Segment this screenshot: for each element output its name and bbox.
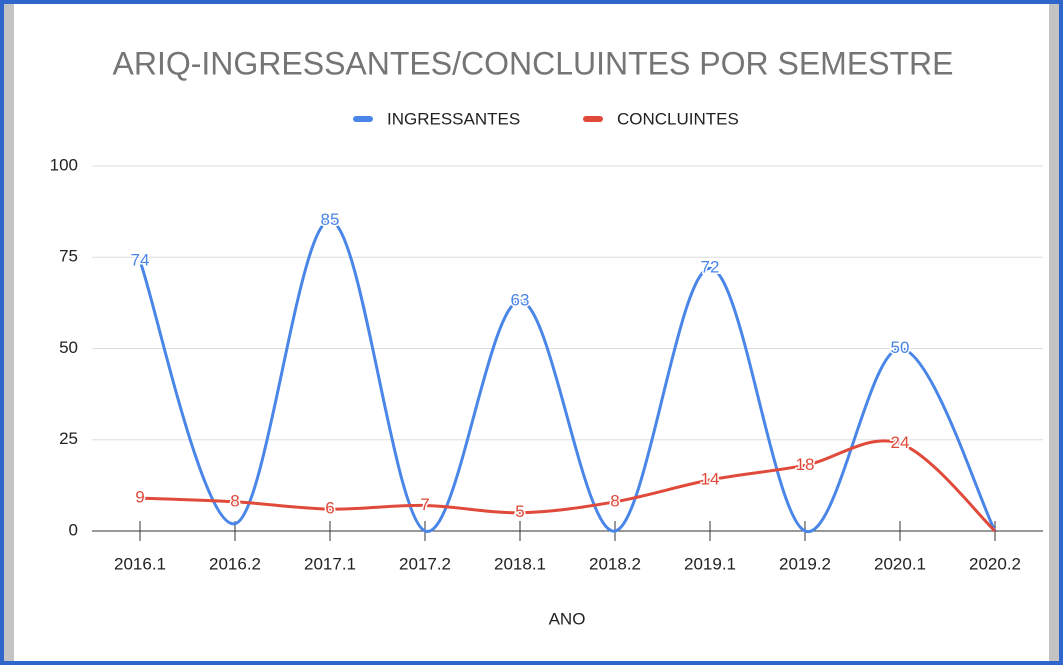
data-label: 5: [515, 502, 524, 521]
y-tick-label: 75: [59, 247, 78, 266]
legend-label: INGRESSANTES: [387, 109, 520, 128]
x-tick-label: 2016.1: [114, 554, 166, 573]
x-tick-label: 2017.2: [399, 554, 451, 573]
y-tick-label: 25: [59, 429, 78, 448]
legend-swatch: [583, 116, 603, 122]
data-label: 63: [511, 291, 530, 310]
x-tick-label: 2020.1: [874, 554, 926, 573]
series-line: [138, 219, 997, 533]
y-tick-label: 100: [50, 155, 78, 174]
data-label: 85: [321, 210, 340, 229]
y-tick-label: 50: [59, 338, 78, 357]
x-tick-label: 2018.2: [589, 554, 641, 573]
data-label: 6: [325, 499, 334, 518]
legend-label: CONCLUINTES: [617, 109, 739, 128]
x-tick-label: 2018.1: [494, 554, 546, 573]
data-label: 72: [701, 258, 720, 277]
data-label: 24: [891, 433, 910, 452]
legend-swatch: [353, 116, 373, 122]
x-tick-label: 2017.1: [304, 554, 356, 573]
data-label: 50: [891, 338, 910, 357]
x-tick-label: 2019.2: [779, 554, 831, 573]
x-tick-label: 2020.2: [969, 554, 1021, 573]
data-label: 14: [701, 469, 720, 488]
x-tick-label: 2019.1: [684, 554, 736, 573]
x-tick-label: 2016.2: [209, 554, 261, 573]
data-label: 8: [230, 491, 239, 510]
y-tick-label: 0: [69, 520, 78, 539]
data-label: 18: [796, 455, 815, 474]
data-label: 7: [420, 495, 429, 514]
chart-title: ARIQ-INGRESSANTES/CONCLUINTES POR SEMEST…: [112, 45, 953, 81]
data-label: 9: [135, 488, 144, 507]
chart: ARIQ-INGRESSANTES/CONCLUINTES POR SEMEST…: [14, 4, 1049, 661]
x-axis-label: ANO: [549, 609, 586, 628]
series-line: [139, 439, 997, 533]
data-label: 74: [131, 250, 150, 269]
data-label: 8: [610, 491, 619, 510]
